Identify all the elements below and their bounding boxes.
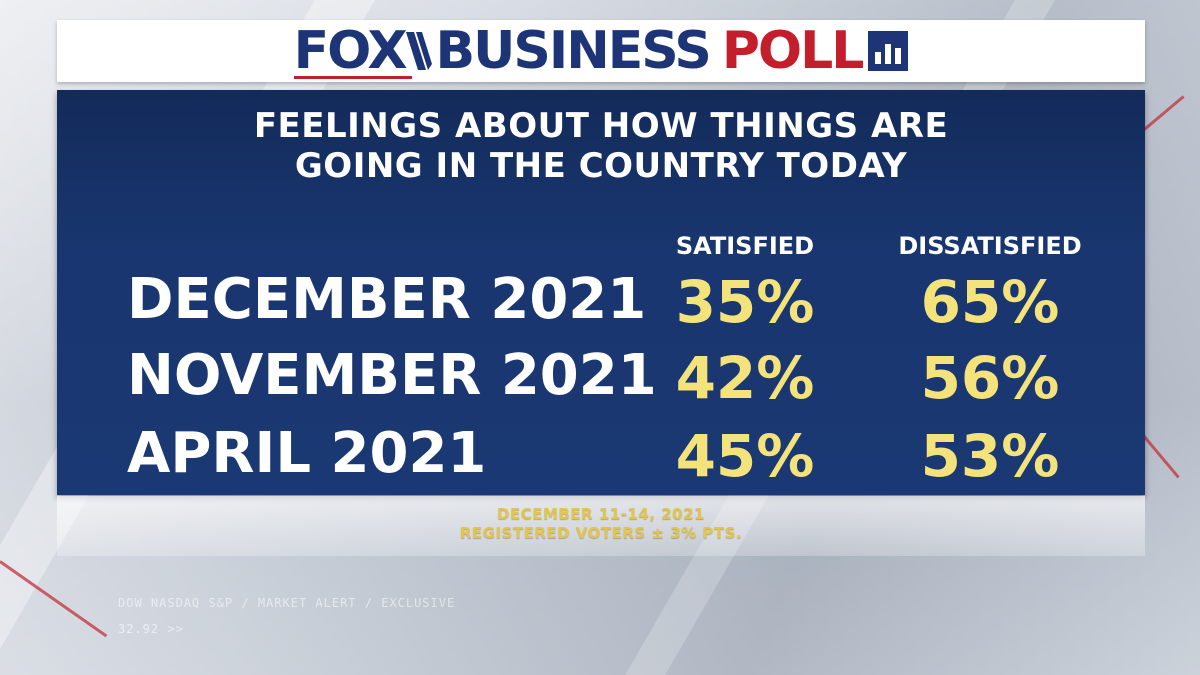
chart-title-line-1: FEELINGS ABOUT HOW THINGS ARE <box>253 106 949 146</box>
background-ticker: DOW NASDAQ S&P / MARKET ALERT / EXCLUSIV… <box>118 596 456 610</box>
bar-chart-icon <box>868 31 909 71</box>
value-december-satisfied: 35% <box>675 268 815 336</box>
row-label-april-2021: APRIL 2021 <box>127 421 487 486</box>
value-november-dissatisfied: 56% <box>920 344 1060 412</box>
fox-business-poll-logo: FOX BUSINESS POLL <box>293 21 909 81</box>
brand-poll: POLL <box>721 21 865 81</box>
row-label-november-2021: NOVEMBER 2021 <box>127 343 657 408</box>
chart-title-line-2: GOING IN THE COUNTRY TODAY <box>294 146 908 186</box>
background-ticker: 32.92 >> <box>118 622 184 636</box>
brand-business: BUSINESS <box>435 21 712 81</box>
footnote-dates: DECEMBER 11-14, 2021 <box>497 505 705 523</box>
column-header-dissatisfied: DISSATISFIED <box>898 232 1082 260</box>
column-header-satisfied: SATISFIED <box>675 232 815 260</box>
value-april-dissatisfied: 53% <box>920 422 1060 490</box>
poll-header: FOX BUSINESS POLL <box>57 20 1145 82</box>
value-december-dissatisfied: 65% <box>920 268 1060 336</box>
value-april-satisfied: 45% <box>675 422 815 490</box>
row-label-december-2021: DECEMBER 2021 <box>127 267 647 332</box>
chart-title: FEELINGS ABOUT HOW THINGS ARE GOING IN T… <box>57 106 1145 186</box>
poll-footnote: DECEMBER 11-14, 2021 REGISTERED VOTERS ±… <box>57 496 1145 556</box>
footnote-sample: REGISTERED VOTERS ± 3% PTS. <box>459 524 743 542</box>
poll-results-panel: FEELINGS ABOUT HOW THINGS ARE GOING IN T… <box>57 90 1145 495</box>
value-november-satisfied: 42% <box>675 344 815 412</box>
brand-fox: FOX <box>293 25 412 79</box>
fox-slash-mark <box>405 32 432 70</box>
